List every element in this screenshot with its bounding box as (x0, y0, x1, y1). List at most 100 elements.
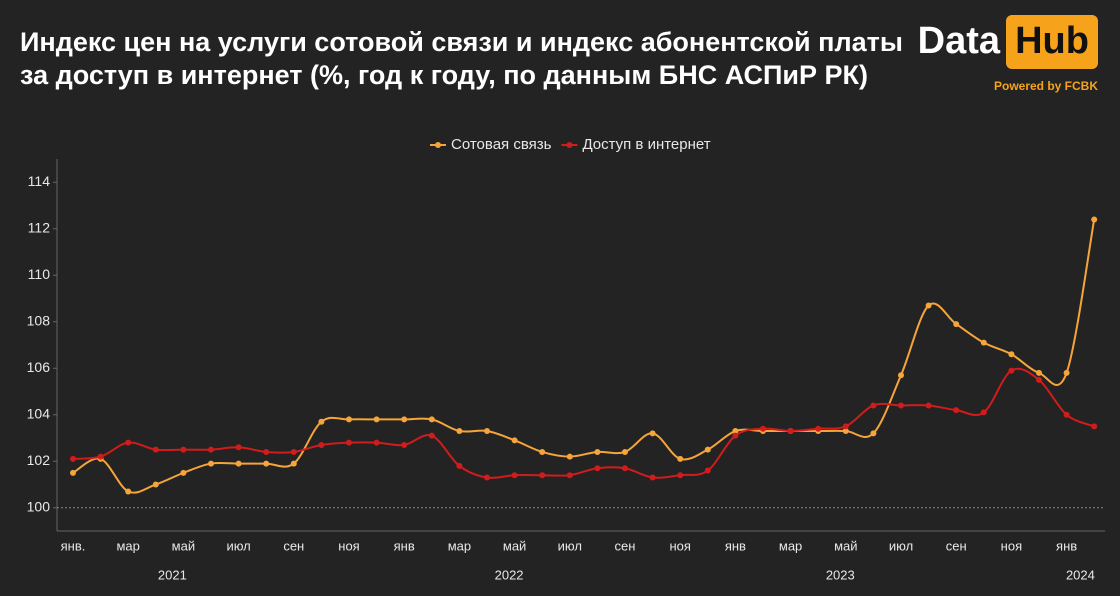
point (70, 455, 76, 462)
x-tick-label: май (503, 538, 526, 553)
point (1091, 216, 1098, 223)
x-tick-label: сен (283, 538, 304, 553)
point (649, 430, 656, 437)
point (980, 339, 987, 346)
point (842, 423, 849, 430)
point (428, 416, 435, 423)
x-tick-label: мар (116, 538, 139, 553)
point (898, 372, 904, 379)
point (760, 425, 766, 432)
point (842, 428, 849, 435)
point (539, 472, 546, 479)
logo-box (1006, 15, 1098, 69)
point (1008, 367, 1015, 374)
point (677, 455, 684, 462)
y-tick-label: 112 (28, 219, 51, 235)
x-tick-label: янв (1056, 538, 1077, 553)
point (125, 439, 132, 446)
legend-marker (566, 142, 573, 148)
y-tick-label: 106 (27, 359, 51, 375)
x-tick-label: янв. (61, 538, 86, 553)
point (373, 416, 380, 423)
point (704, 467, 711, 474)
point (925, 302, 932, 309)
point (953, 407, 960, 414)
point (428, 432, 435, 439)
x-tick-label: май (834, 538, 857, 553)
point (511, 472, 518, 479)
point (566, 472, 573, 479)
x-tick-label: сен (615, 538, 636, 553)
point (649, 474, 656, 481)
y-tick-label: 114 (28, 173, 51, 189)
x-tick-label: ноя (669, 538, 690, 553)
point (70, 469, 76, 476)
year-label: 2022 (495, 567, 524, 582)
point (815, 425, 822, 432)
point (318, 418, 325, 425)
point (925, 402, 932, 409)
point (456, 428, 463, 435)
point (263, 460, 270, 467)
logo-text: Hub (1015, 20, 1089, 62)
x-tick-label: май (172, 538, 195, 553)
x-tick-label: ноя (338, 538, 359, 553)
point (180, 469, 187, 476)
point (318, 441, 325, 448)
point (1091, 423, 1098, 430)
y-tick-label: 110 (28, 266, 51, 282)
point (152, 446, 159, 453)
point (401, 416, 408, 423)
x-tick-label: янв (394, 538, 415, 553)
point (401, 441, 408, 448)
point (732, 432, 739, 439)
point (787, 428, 794, 435)
y-tick-label: 102 (27, 452, 51, 468)
point (732, 428, 739, 435)
point (1036, 369, 1042, 376)
point (263, 448, 270, 455)
point (677, 472, 684, 479)
year-label: 2024 (1066, 567, 1095, 582)
chart-title: за доступ в интернет (%, год к году, по … (20, 60, 868, 90)
point (290, 460, 297, 467)
point (704, 446, 711, 453)
x-tick-label: мар (448, 538, 471, 553)
x-tick-label: июл (558, 538, 582, 553)
point (208, 446, 214, 453)
point (152, 481, 159, 488)
x-tick-label: июл (226, 538, 250, 553)
point (97, 453, 104, 460)
point (870, 430, 877, 437)
point (346, 439, 352, 446)
point (125, 488, 132, 495)
year-label: 2021 (158, 567, 187, 582)
point (594, 465, 601, 472)
point (346, 416, 352, 423)
legend-marker (435, 142, 441, 148)
point (980, 409, 987, 416)
logo-text: Data (918, 20, 1001, 62)
point (870, 402, 877, 409)
y-tick-label: 108 (27, 312, 51, 328)
x-tick-label: ноя (1001, 538, 1022, 553)
point (484, 428, 490, 435)
x-tick-label: июл (889, 538, 913, 553)
x-tick-label: янв (725, 538, 746, 553)
point (290, 448, 297, 455)
y-tick-label: 104 (27, 405, 51, 421)
point (898, 402, 904, 409)
y-tick-label: 100 (27, 498, 51, 514)
point (566, 453, 573, 460)
point (622, 448, 628, 455)
point (1036, 376, 1042, 383)
point (511, 437, 518, 444)
point (1063, 411, 1070, 418)
point (235, 460, 242, 467)
point (953, 321, 960, 328)
legend-label: Сотовая связь (451, 136, 552, 153)
legend-label: Доступ в интернет (582, 136, 710, 153)
point (456, 462, 463, 469)
